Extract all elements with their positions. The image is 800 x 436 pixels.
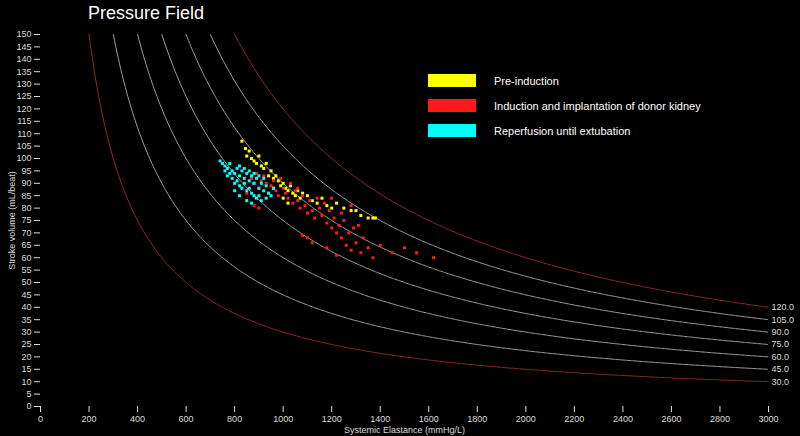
svg-text:40: 40 bbox=[21, 302, 31, 312]
svg-text:45.0: 45.0 bbox=[772, 364, 790, 374]
svg-text:90: 90 bbox=[21, 178, 31, 188]
svg-text:105: 105 bbox=[16, 141, 31, 151]
svg-text:1400: 1400 bbox=[370, 414, 390, 424]
svg-text:75: 75 bbox=[21, 215, 31, 225]
svg-text:130: 130 bbox=[16, 79, 31, 89]
svg-text:1200: 1200 bbox=[322, 414, 342, 424]
svg-text:2600: 2600 bbox=[661, 414, 681, 424]
svg-text:145: 145 bbox=[16, 42, 31, 52]
svg-text:60.0: 60.0 bbox=[772, 352, 790, 362]
svg-text:200: 200 bbox=[82, 414, 97, 424]
svg-text:105.0: 105.0 bbox=[772, 315, 795, 325]
svg-text:20: 20 bbox=[21, 352, 31, 362]
svg-text:35: 35 bbox=[21, 315, 31, 325]
svg-text:125: 125 bbox=[16, 91, 31, 101]
svg-text:120.0: 120.0 bbox=[772, 302, 795, 312]
svg-text:110: 110 bbox=[17, 129, 31, 139]
svg-text:100: 100 bbox=[16, 153, 31, 163]
svg-text:5: 5 bbox=[26, 389, 31, 399]
svg-text:2200: 2200 bbox=[564, 414, 584, 424]
svg-text:45: 45 bbox=[21, 290, 31, 300]
svg-text:1800: 1800 bbox=[467, 414, 487, 424]
svg-text:150: 150 bbox=[16, 29, 31, 39]
svg-text:115: 115 bbox=[17, 116, 31, 126]
svg-text:140: 140 bbox=[16, 54, 31, 64]
svg-text:Stroke volume (mL/beat): Stroke volume (mL/beat) bbox=[7, 171, 17, 270]
svg-text:600: 600 bbox=[179, 414, 194, 424]
svg-text:120: 120 bbox=[16, 104, 31, 114]
html-text:Pressure Field: Pressure Field bbox=[88, 3, 204, 23]
svg-text:2800: 2800 bbox=[710, 414, 730, 424]
svg-text:3000: 3000 bbox=[758, 414, 778, 424]
svg-text:70: 70 bbox=[21, 228, 31, 238]
svg-text:95: 95 bbox=[21, 166, 31, 176]
svg-text:10: 10 bbox=[21, 377, 31, 387]
html-text:Pre-induction: Pre-induction bbox=[494, 74, 559, 87]
svg-text:30: 30 bbox=[21, 327, 31, 337]
svg-text:30.0: 30.0 bbox=[772, 377, 790, 387]
svg-text:1000: 1000 bbox=[273, 414, 293, 424]
svg-text:90.0: 90.0 bbox=[772, 327, 790, 337]
svg-text:2400: 2400 bbox=[613, 414, 633, 424]
svg-text:85: 85 bbox=[21, 191, 31, 201]
svg-text:0: 0 bbox=[38, 414, 43, 424]
svg-text:25: 25 bbox=[21, 339, 31, 349]
html-text:Reperfusion until extubation: Reperfusion until extubation bbox=[494, 124, 631, 137]
svg-text:50: 50 bbox=[21, 277, 31, 287]
svg-text:1600: 1600 bbox=[419, 414, 439, 424]
svg-text:55: 55 bbox=[21, 265, 31, 275]
html-text:Induction and implantation of: Induction and implantation of donor kidn… bbox=[494, 99, 701, 112]
svg-text:Systemic Elastance (mmHg/L): Systemic Elastance (mmHg/L) bbox=[344, 425, 465, 435]
svg-text:2000: 2000 bbox=[516, 414, 536, 424]
svg-text:400: 400 bbox=[130, 414, 145, 424]
svg-text:60: 60 bbox=[21, 253, 31, 263]
svg-text:15: 15 bbox=[21, 364, 31, 374]
svg-text:800: 800 bbox=[227, 414, 242, 424]
svg-text:0: 0 bbox=[26, 401, 31, 411]
svg-text:80: 80 bbox=[21, 203, 31, 213]
svg-text:65: 65 bbox=[21, 240, 31, 250]
svg-text:135: 135 bbox=[16, 67, 31, 77]
svg-text:75.0: 75.0 bbox=[772, 339, 790, 349]
